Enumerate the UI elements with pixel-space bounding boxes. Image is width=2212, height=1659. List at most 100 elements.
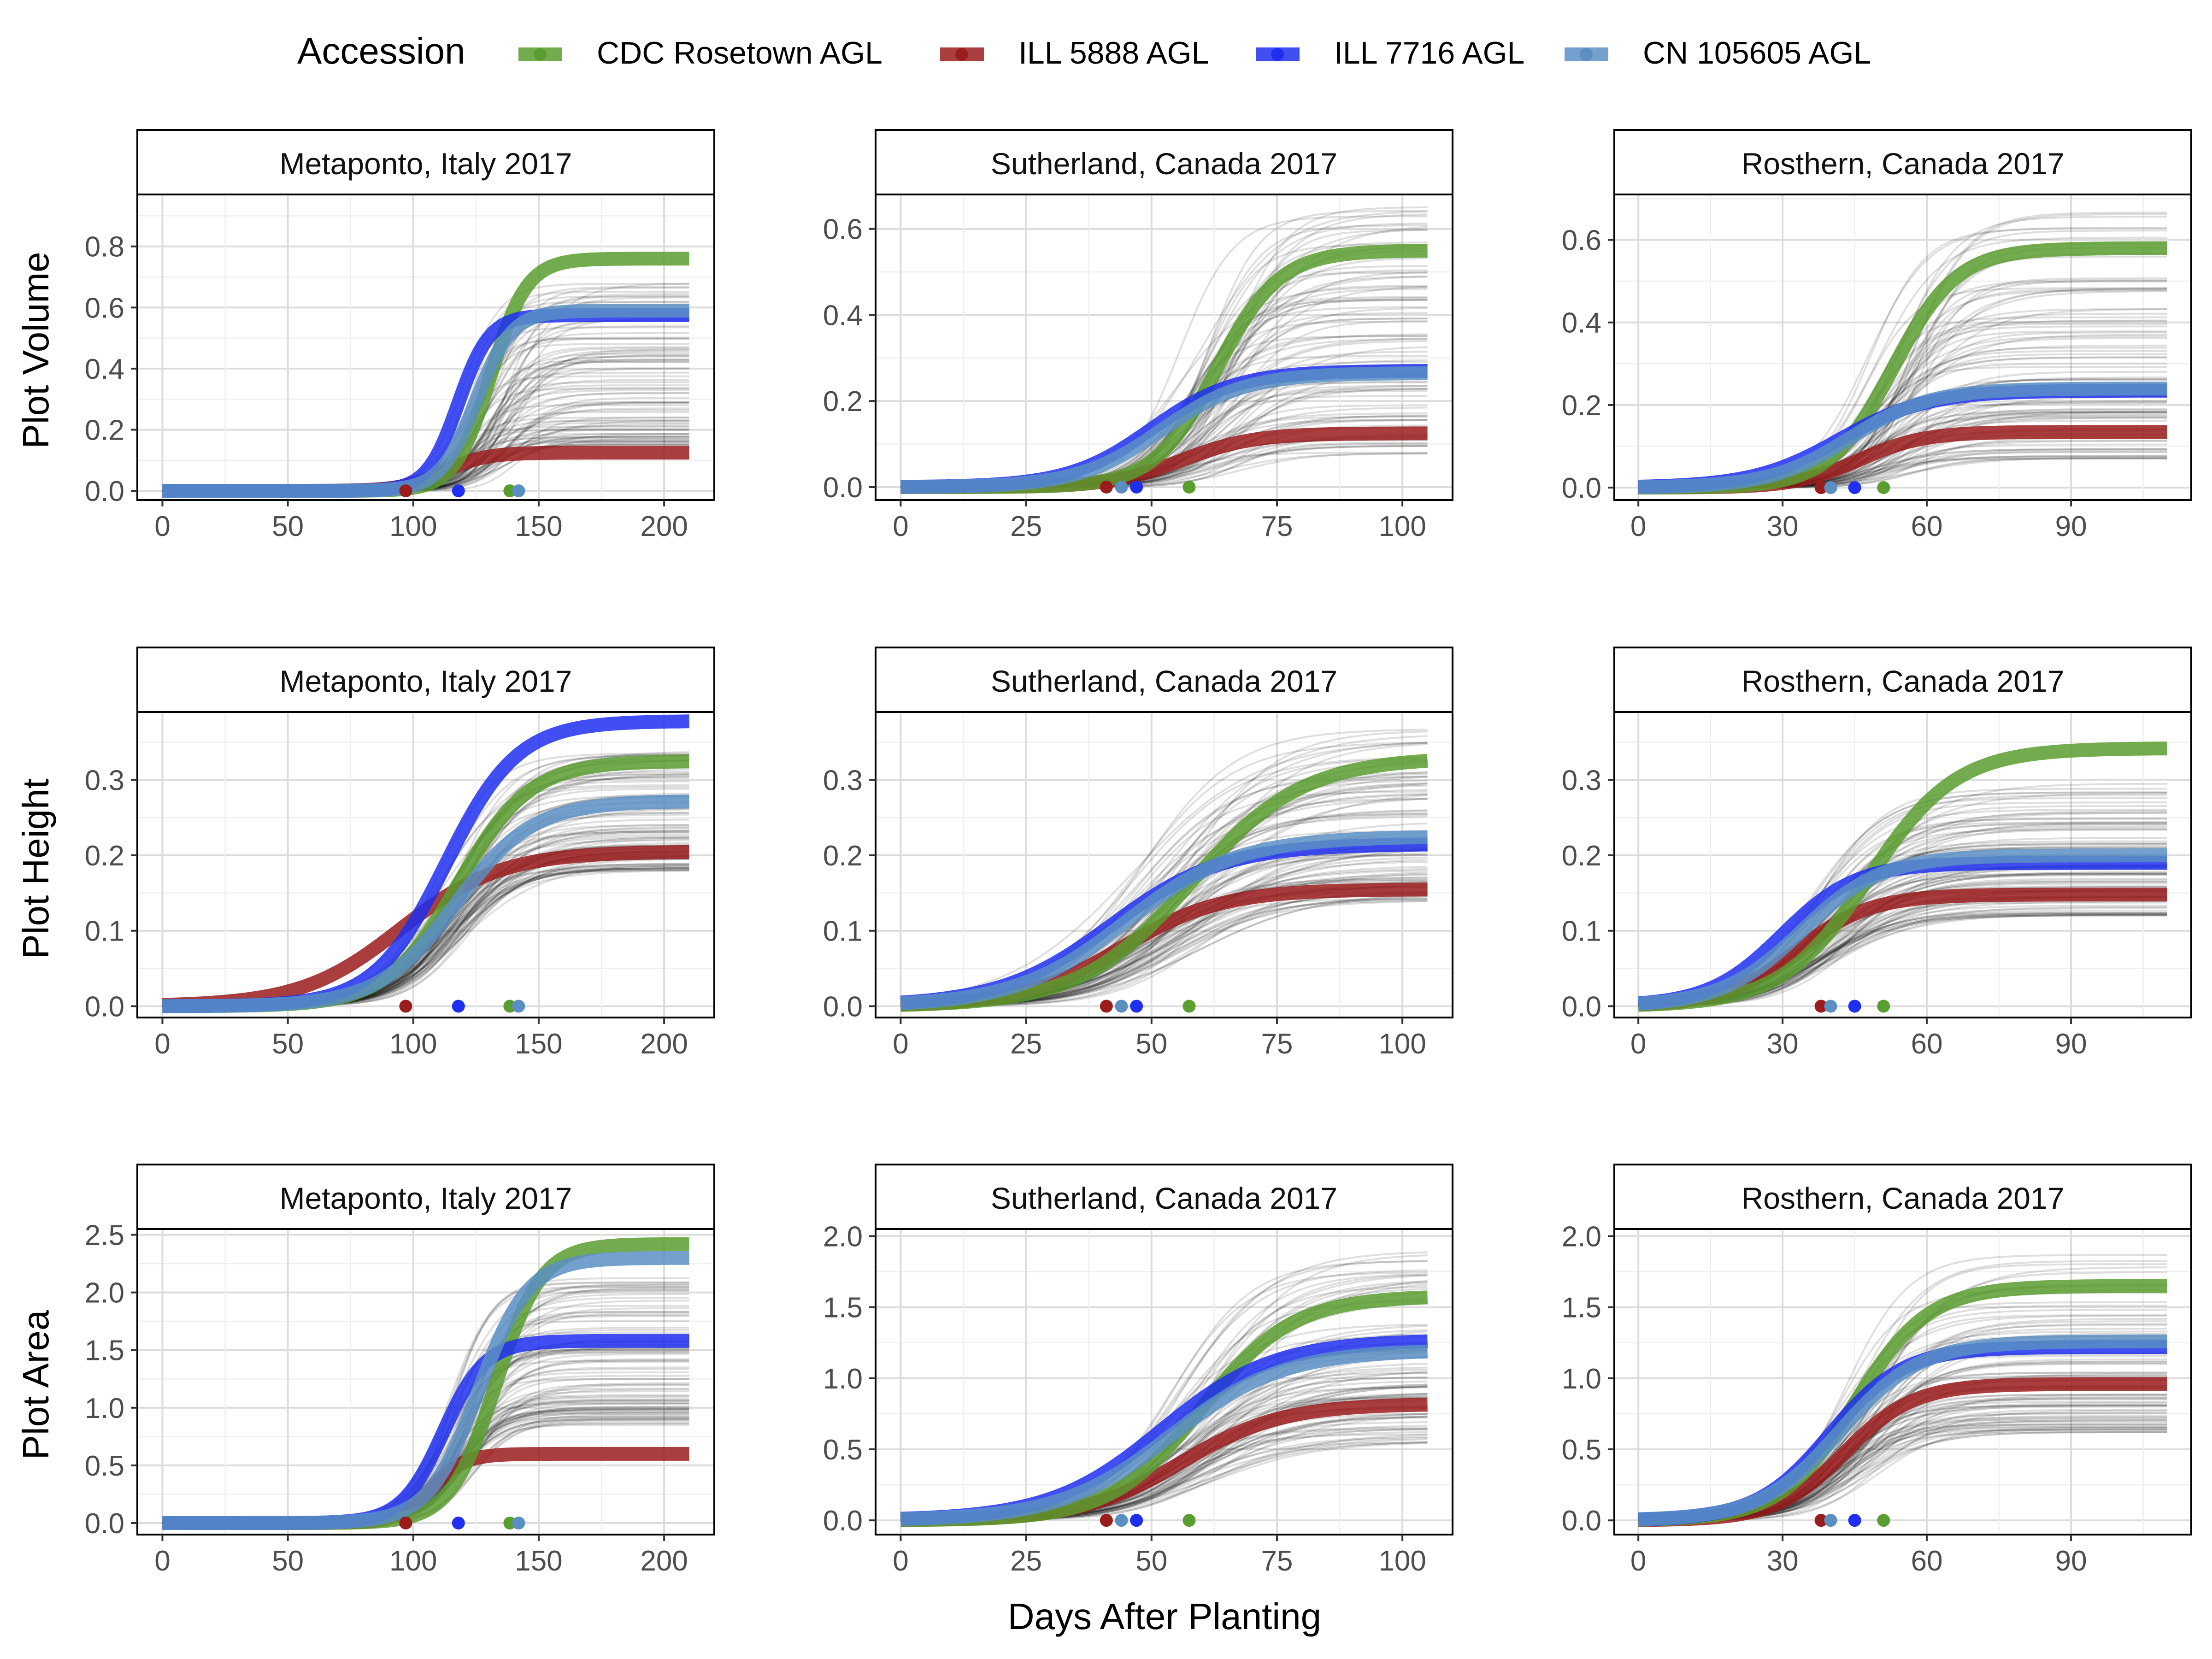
marker-ill-7716-agl	[1130, 480, 1143, 494]
curves	[1638, 1254, 2167, 1527]
panel-border	[875, 711, 1453, 1018]
x-axis: 0 25 50 75 100	[893, 1018, 1426, 1060]
facet-title: Sutherland, Canada 2017	[991, 664, 1337, 698]
y-tick-label: 0.0	[1562, 991, 1601, 1023]
y-tick-label: 0.8	[85, 231, 124, 263]
marker-cdc-rosetown-agl	[1877, 481, 1890, 494]
x-tick-label: 60	[1911, 1028, 1943, 1060]
y-tick-label: 1.5	[823, 1292, 863, 1324]
y-tick-label: 2.0	[823, 1221, 863, 1253]
y-axis: 0.0 0.5 1.0 1.5 2.0	[1562, 1221, 1614, 1537]
plot-area	[137, 1229, 714, 1535]
panel-plot-volume-sutherland-canada-2017: Sutherland, Canada 2017 0.0 0.2 0.4 0.6 0 25 50…	[823, 129, 1453, 542]
marker-cdc-rosetown-agl	[1182, 1514, 1196, 1527]
marker-ill-7716-agl	[452, 484, 465, 498]
panel-border	[875, 1228, 1453, 1535]
marker-ill-5888-agl	[1100, 1000, 1113, 1013]
marker-ill-7716-agl	[1848, 481, 1861, 494]
legend-label: CN 105605 AGL	[1643, 35, 1871, 71]
x-tick-label: 100	[1378, 511, 1426, 542]
y-tick-label: 0.1	[1562, 916, 1601, 947]
y-tick-label: 0.0	[85, 476, 124, 507]
series-markers	[399, 1516, 525, 1530]
series-markers	[1814, 481, 1890, 494]
x-tick-label: 25	[1010, 511, 1042, 542]
y-tick-label: 0.4	[1562, 307, 1601, 339]
x-tick-label: 50	[272, 1545, 304, 1577]
curves	[900, 1251, 1428, 1527]
series-line-cn-105605-agl	[1638, 382, 2167, 494]
background-curve	[900, 742, 1428, 1001]
x-axis: 0 50 100 150 200	[154, 1535, 688, 1577]
y-tick-label: 0.0	[823, 472, 863, 504]
series-markers	[1100, 480, 1196, 494]
marker-cn-105605-agl	[1824, 1000, 1837, 1013]
x-axis-title: Days After Planting	[1008, 1596, 1321, 1637]
facet-strip	[136, 1164, 715, 1230]
x-tick-label: 0	[154, 1545, 170, 1577]
marker-ill-5888-agl	[1100, 480, 1113, 494]
x-tick-label: 0	[154, 1028, 170, 1060]
panel-border	[875, 194, 1453, 501]
legend-entry-ill-7716-agl: ILL 7716 AGL	[1256, 35, 1524, 71]
marker-ill-5888-agl	[399, 1000, 412, 1013]
y-tick-label: 0.2	[823, 386, 863, 418]
x-tick-label: 30	[1767, 511, 1799, 542]
y-axis: 0.0 0.2 0.4 0.6	[823, 214, 876, 504]
y-tick-label: 0.0	[85, 991, 124, 1023]
x-tick-label: 0	[893, 511, 908, 542]
curves	[1637, 741, 2167, 1012]
x-axis: 0 30 60 90	[1630, 1018, 2087, 1060]
series-line-cn-105605-agl	[162, 303, 689, 498]
x-axis: 0 25 50 75 100	[893, 500, 1426, 542]
marker-ill-7716-agl	[452, 1516, 465, 1530]
row-label-plot-height: Plot Height	[15, 778, 56, 959]
panel-plot-height-sutherland-canada-2017: Sutherland, Canada 2017 0.0 0.1 0.2 0.3 0 25 50…	[823, 647, 1453, 1060]
y-tick-label: 0.0	[1562, 472, 1601, 504]
y-tick-label: 0.6	[1562, 225, 1601, 257]
x-tick-label: 150	[515, 1028, 562, 1060]
y-tick-label: 1.5	[85, 1335, 124, 1367]
marker-cn-105605-agl	[1115, 480, 1128, 494]
panel-border	[1613, 1228, 2192, 1535]
panel-plot-area-sutherland-canada-2017: Sutherland, Canada 2017 0.0 0.5 1.0 1.5 2.0 0 2…	[823, 1164, 1453, 1577]
x-tick-label: 150	[515, 1545, 562, 1577]
y-tick-label: 0.3	[1562, 765, 1601, 796]
y-tick-label: 0.3	[85, 765, 124, 796]
curves	[900, 206, 1428, 494]
gridlines	[1614, 194, 2191, 500]
facet-strip	[136, 647, 715, 713]
panel-plot-area-rosthern-canada-2017: Rosthern, Canada 2017 0.0 0.5 1.0 1.5 2.0 0 30 6…	[1562, 1164, 2192, 1577]
x-tick-label: 100	[1378, 1028, 1426, 1060]
marker-ill-5888-agl	[1100, 1514, 1113, 1527]
x-tick-label: 50	[1135, 1545, 1167, 1577]
x-tick-label: 200	[640, 1545, 688, 1577]
x-tick-label: 75	[1261, 1545, 1293, 1577]
panel-border	[1613, 711, 2192, 1018]
marker-cn-105605-agl	[512, 1516, 525, 1530]
y-axis: 0.0 0.1 0.2 0.3	[85, 765, 137, 1023]
y-tick-label: 0.2	[1562, 840, 1601, 872]
y-tick-label: 0.5	[1562, 1434, 1601, 1466]
y-axis: 0.0 0.1 0.2 0.3	[1562, 765, 1614, 1023]
y-tick-label: 1.0	[823, 1363, 863, 1395]
facet-title: Rosthern, Canada 2017	[1741, 147, 2065, 181]
y-tick-label: 0.1	[85, 916, 124, 947]
facet-title: Metaponto, Italy 2017	[280, 147, 572, 181]
x-tick-label: 30	[1767, 1028, 1799, 1060]
marker-ill-5888-agl	[399, 484, 412, 498]
legend-label: CDC Rosetown AGL	[597, 35, 882, 71]
x-axis: 0 30 60 90	[1630, 1535, 2087, 1577]
marker-cdc-rosetown-agl	[1182, 1000, 1196, 1013]
x-tick-label: 60	[1911, 1545, 1943, 1577]
x-tick-label: 100	[389, 1028, 437, 1060]
marker-cn-105605-agl	[512, 484, 525, 498]
legend-entries: CDC Rosetown AGL ILL 5888 AGL ILL 7716 AGL…	[518, 35, 1871, 71]
series-line-cn-105605-agl	[900, 830, 1428, 1011]
facet-strip	[136, 129, 715, 195]
curves	[1638, 212, 2167, 494]
row-label-plot-volume: Plot Volume	[15, 252, 56, 449]
facet-strip	[1613, 1164, 2192, 1230]
x-tick-label: 100	[389, 511, 437, 542]
